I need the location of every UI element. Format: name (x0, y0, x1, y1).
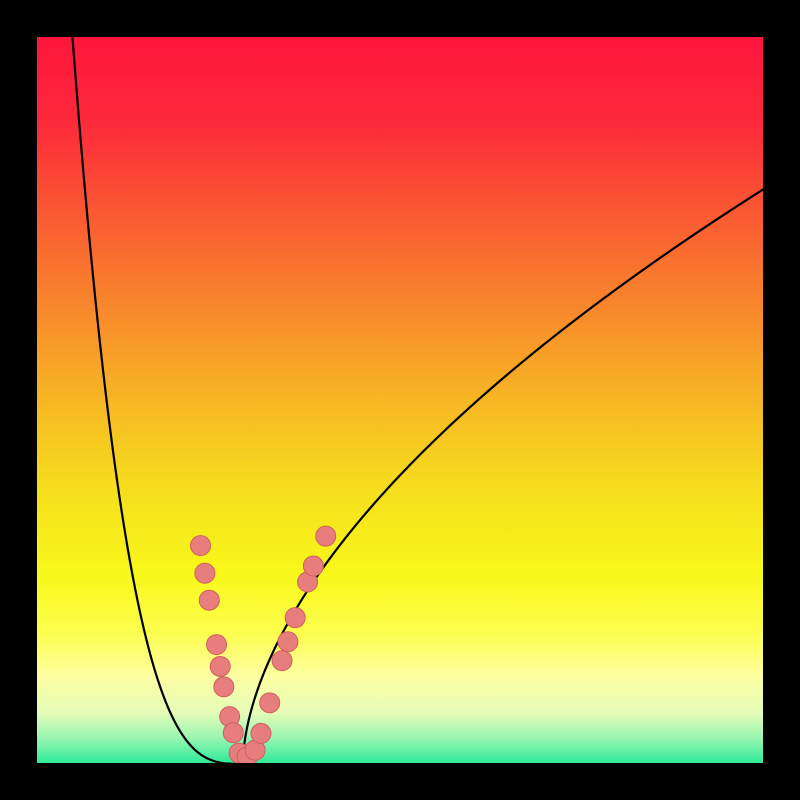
data-marker (303, 556, 323, 576)
data-marker (191, 536, 211, 556)
data-marker (251, 723, 271, 743)
watermark-text: TheBottleneck.com (543, 3, 792, 34)
data-marker (199, 590, 219, 610)
data-marker (260, 693, 280, 713)
data-marker (223, 723, 243, 743)
data-marker (207, 635, 227, 655)
data-marker (195, 563, 215, 583)
data-marker (214, 677, 234, 697)
data-marker (316, 526, 336, 546)
bottleneck-curve-chart (0, 0, 800, 800)
data-marker (210, 656, 230, 676)
data-marker (285, 608, 305, 628)
plot-background (36, 36, 764, 764)
data-marker (272, 651, 292, 671)
data-marker (278, 632, 298, 652)
